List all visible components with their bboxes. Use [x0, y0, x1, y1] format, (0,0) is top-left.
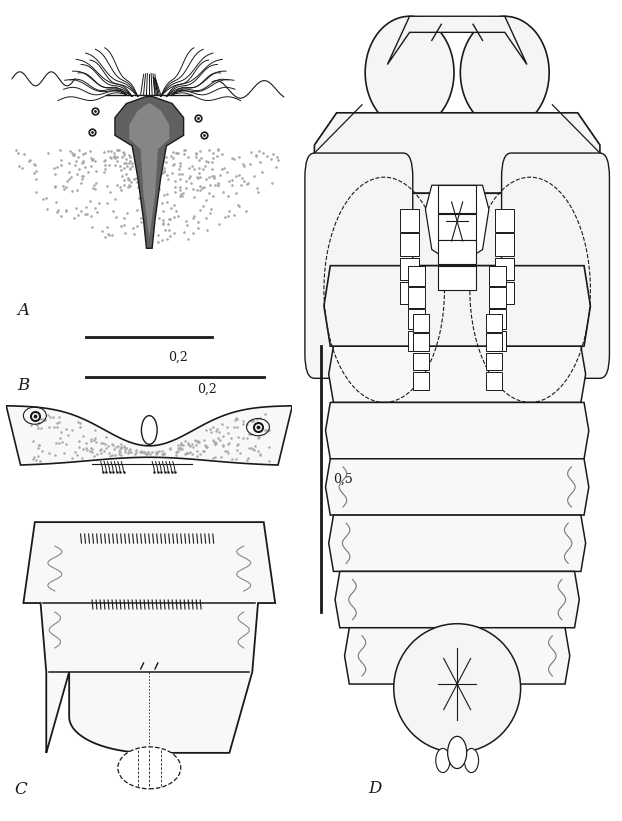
Bar [413, 372, 429, 390]
Polygon shape [328, 515, 586, 571]
Polygon shape [325, 459, 589, 515]
Bar [408, 266, 425, 286]
Polygon shape [425, 186, 489, 266]
Text: 0,5: 0,5 [333, 472, 353, 485]
Bar [438, 266, 476, 290]
Bar [438, 186, 476, 213]
Ellipse shape [394, 624, 521, 752]
Polygon shape [115, 97, 183, 248]
Bar [489, 331, 506, 351]
Bar [400, 233, 419, 256]
Bar [495, 209, 514, 232]
Ellipse shape [464, 749, 478, 773]
Text: C: C [15, 781, 27, 798]
Bar [495, 233, 514, 256]
Polygon shape [24, 522, 275, 753]
Bar [413, 352, 429, 370]
Bar [408, 310, 425, 329]
Bar [400, 209, 419, 232]
Bar [486, 352, 501, 370]
Bar [408, 331, 425, 351]
Text: D: D [368, 780, 382, 796]
Text: 0,2: 0,2 [168, 351, 188, 364]
Polygon shape [324, 193, 590, 266]
Text: A: A [17, 302, 30, 319]
Bar [408, 287, 425, 308]
Ellipse shape [141, 415, 157, 444]
Ellipse shape [460, 16, 549, 129]
Polygon shape [324, 266, 590, 346]
Polygon shape [388, 16, 527, 65]
Bar [400, 282, 419, 305]
Bar [486, 314, 501, 332]
Ellipse shape [118, 747, 181, 789]
Bar [413, 314, 429, 332]
Text: B: B [17, 377, 30, 394]
Polygon shape [314, 112, 600, 193]
Bar [486, 372, 501, 390]
Ellipse shape [365, 16, 454, 129]
FancyBboxPatch shape [501, 153, 610, 378]
Bar [489, 287, 506, 308]
FancyBboxPatch shape [305, 153, 413, 378]
Bar [438, 240, 476, 264]
Bar [400, 258, 419, 280]
Polygon shape [325, 402, 589, 459]
Text: 0,2: 0,2 [197, 383, 216, 396]
Bar [495, 258, 514, 280]
Bar [413, 333, 429, 351]
Polygon shape [129, 103, 169, 238]
Bar [489, 310, 506, 329]
Polygon shape [328, 346, 586, 402]
Bar [489, 266, 506, 286]
Ellipse shape [436, 749, 450, 773]
Bar [486, 333, 501, 351]
Polygon shape [345, 628, 570, 684]
Polygon shape [335, 571, 579, 628]
Bar [438, 214, 476, 240]
Ellipse shape [448, 736, 466, 768]
Bar [495, 282, 514, 305]
Polygon shape [6, 406, 292, 465]
